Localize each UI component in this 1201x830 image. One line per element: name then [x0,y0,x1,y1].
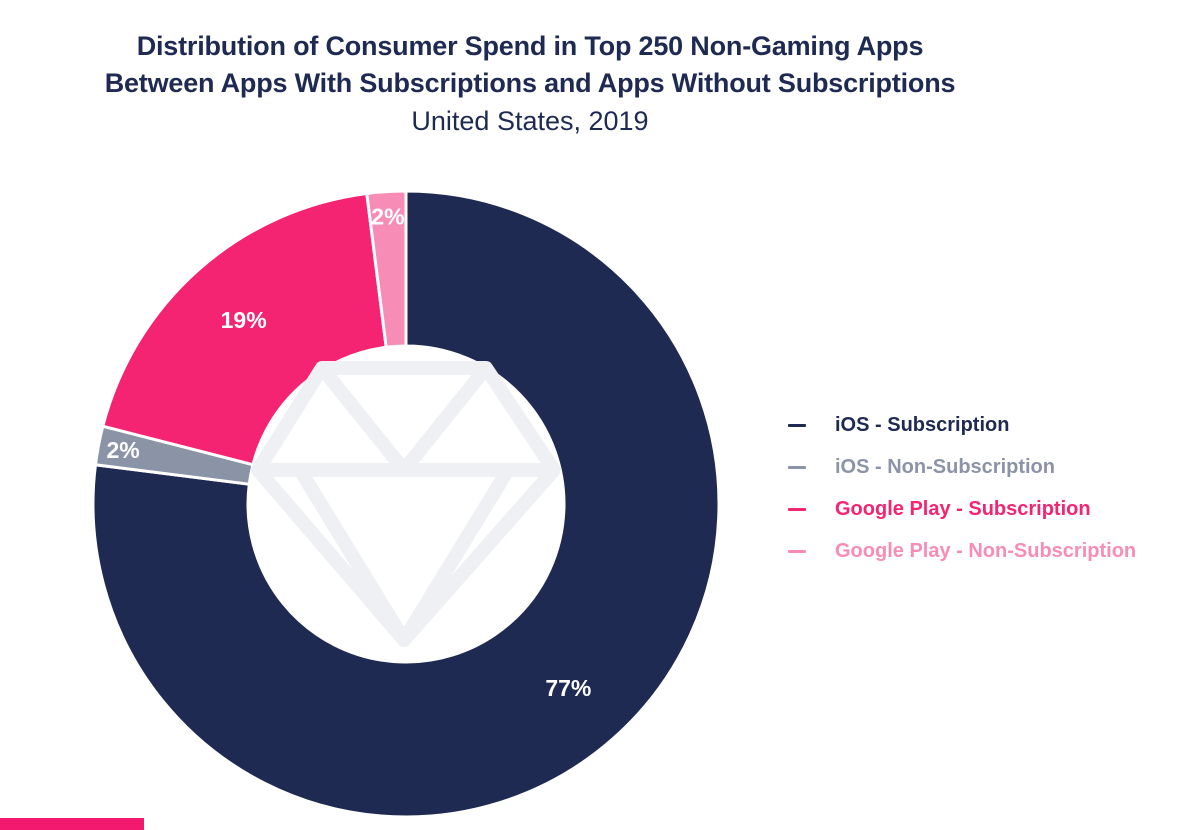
slice-label-ios-subscription: 77% [545,675,591,701]
legend-label: Google Play - Non-Subscription [835,539,1137,562]
legend-item-google-play-non-subscription[interactable]: Google Play - Non-Subscription [788,530,1136,572]
chart-title-block: Distribution of Consumer Spend in Top 25… [0,28,1060,140]
slice-labels: 77% 2% 19% 2% [106,204,591,702]
slice-label-google-play-non-subscription: 2% [371,204,404,230]
legend-label: iOS - Subscription [835,413,1010,436]
diamond-watermark-icon [251,361,561,647]
legend-item-ios-non-subscription[interactable]: iOS - Non-Subscription [788,446,1136,488]
slice-label-google-play-subscription: 19% [221,307,267,333]
slice-google-play-non-subscription[interactable] [365,189,408,349]
donut-slices [91,189,721,819]
slice-label-ios-non-subscription: 2% [106,437,139,463]
legend-swatch [788,465,806,469]
chart-title-line-2: Between Apps With Subscriptions and Apps… [104,68,956,98]
chart-subtitle: United States, 2019 [411,106,649,136]
legend-label: Google Play - Subscription [835,497,1091,520]
slice-ios-subscription[interactable] [91,189,721,819]
legend-item-ios-subscription[interactable]: iOS - Subscription [788,404,1136,446]
slice-google-play-subscription[interactable] [101,191,388,467]
legend-swatch [788,423,806,427]
chart-title-line-1: Distribution of Consumer Spend in Top 25… [136,31,924,61]
chart-legend: iOS - Subscription iOS - Non-Subscriptio… [788,404,1136,572]
brand-accent-bar [0,818,144,830]
legend-swatch [788,507,806,511]
legend-swatch [788,549,806,553]
legend-label: iOS - Non-Subscription [835,455,1055,478]
legend-item-google-play-subscription[interactable]: Google Play - Subscription [788,488,1136,530]
